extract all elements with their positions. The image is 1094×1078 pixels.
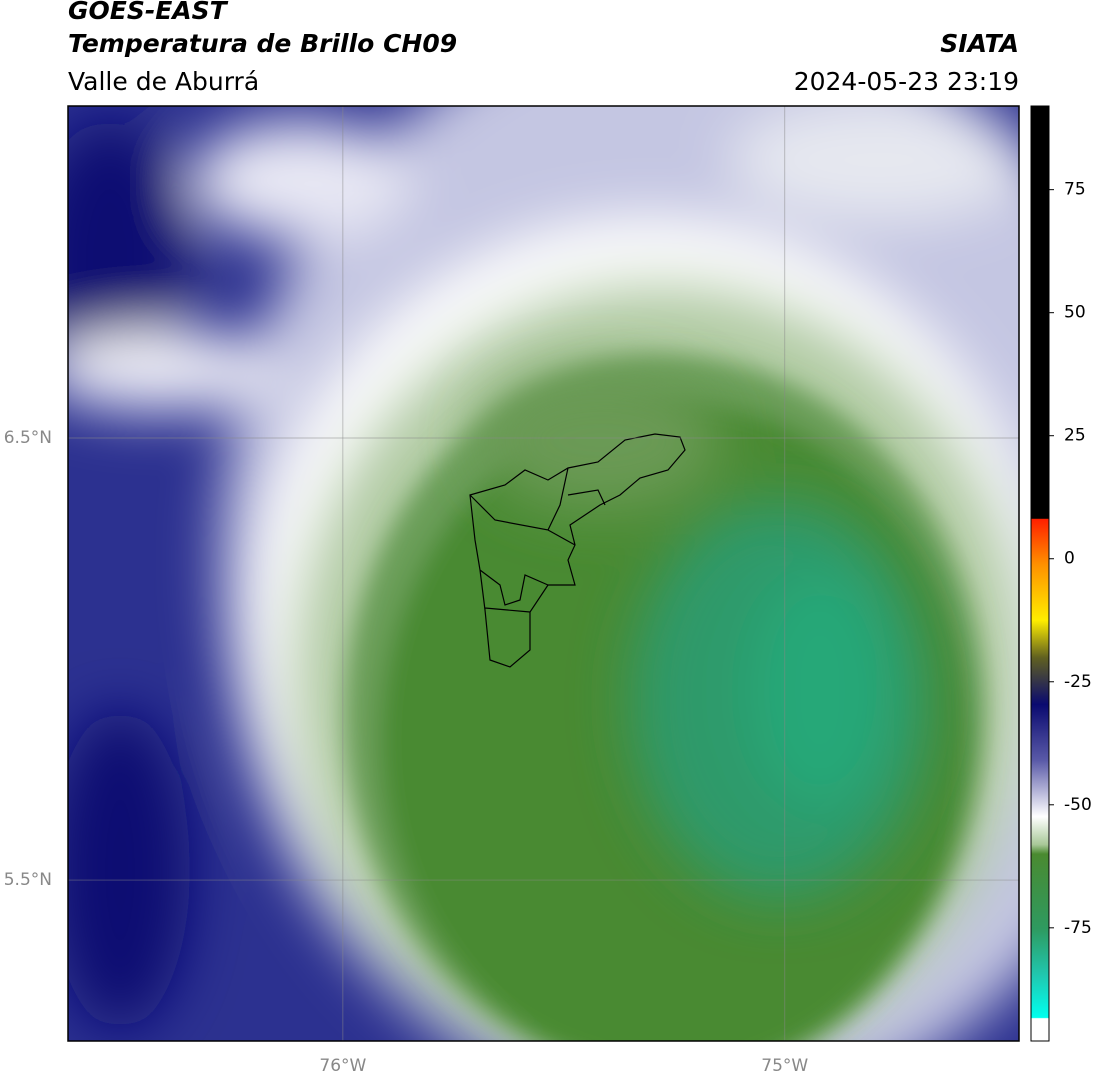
y-tick-label: 6.5°N: [4, 428, 52, 448]
colorbar-tick-label: 50: [1064, 303, 1086, 323]
map-frame: [67, 105, 1020, 1042]
colorbar-tick-label: -25: [1064, 672, 1092, 692]
colorbar-tick-label: 25: [1064, 426, 1086, 446]
valley-outline: [469, 433, 686, 668]
x-tick-label: 76°W: [319, 1056, 366, 1076]
y-tick-label: 5.5°N: [4, 870, 52, 890]
colorbar-tick-label: -75: [1064, 918, 1092, 938]
colorbar-tick-label: 75: [1064, 180, 1086, 200]
title: GOES-EAST: [68, 0, 229, 25]
datetime: 2024-05-23 23:19: [794, 67, 1019, 96]
x-tick-label: 75°W: [761, 1056, 808, 1076]
colorbar: [1030, 105, 1050, 1042]
grid: [68, 106, 1019, 1041]
region: Valle de Aburrá: [68, 67, 259, 96]
satellite-image: [68, 106, 1019, 1041]
colorbar-tick-label: -50: [1064, 795, 1092, 815]
colorbar-tick-label: 0: [1064, 549, 1075, 569]
source: SIATA: [940, 29, 1019, 58]
subtitle: Temperatura de Brillo CH09: [68, 29, 457, 58]
